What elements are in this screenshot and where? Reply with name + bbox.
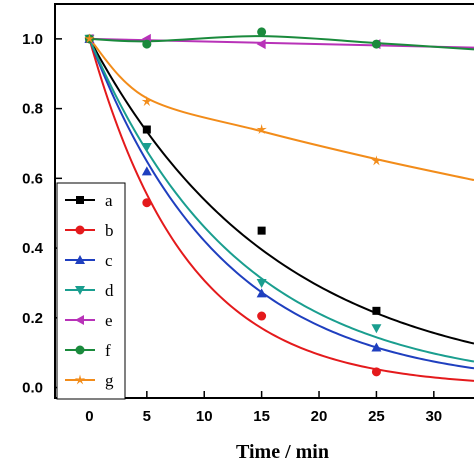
y-tick-label: 0.4	[22, 240, 44, 257]
data-point-a	[372, 306, 381, 315]
legend-marker-b	[75, 225, 85, 235]
x-axis-title: Time / min	[236, 441, 329, 463]
x-tick-label: 15	[253, 408, 270, 425]
fit-curve-g	[88, 38, 474, 182]
legend-marker-d	[75, 286, 85, 295]
x-tick-label: 20	[311, 408, 328, 425]
data-point-a	[257, 226, 266, 235]
y-tick-label: 1.0	[22, 31, 43, 48]
fit-curve-a	[88, 38, 474, 345]
data-point-b	[142, 198, 152, 208]
data-point-a	[142, 125, 151, 134]
legend-marker-f	[75, 345, 85, 355]
data-point-b	[257, 311, 267, 321]
y-tick-label: 0.8	[22, 101, 43, 118]
plot-frame	[54, 3, 474, 399]
x-tick-label: 25	[368, 408, 385, 425]
fit-curves	[88, 35, 474, 382]
data-point-f	[371, 39, 381, 49]
legend-label-d: d	[105, 281, 114, 300]
fit-curve-d	[88, 38, 474, 363]
data-point-c	[256, 288, 267, 298]
legend-marker-c	[75, 255, 85, 264]
fit-curve-c	[88, 38, 474, 370]
legend-marker-g	[74, 374, 86, 385]
legend-marker-a	[76, 196, 84, 204]
data-point-g	[141, 96, 153, 107]
data-point-c	[371, 342, 382, 352]
tick-labels: 0 5 10 15 20 25 30 0.0 0.2 0.4 0.6 0.8 1.0	[22, 31, 442, 425]
data-point-b	[371, 367, 381, 377]
legend-label-c: c	[105, 251, 113, 270]
data-point-d	[256, 278, 267, 288]
data-point-g	[256, 124, 267, 134]
legend-label-f: f	[105, 341, 111, 360]
fit-curve-b	[88, 38, 474, 382]
data-point-d	[141, 142, 152, 152]
x-tick-label: 30	[425, 408, 442, 425]
x-tick-label: 5	[143, 408, 151, 425]
legend-label-g: g	[105, 371, 114, 390]
legend-marker-e	[75, 315, 84, 325]
axes	[54, 3, 474, 399]
x-tick-label: 0	[85, 408, 93, 425]
data-point-d	[371, 324, 382, 334]
data-points	[84, 27, 382, 377]
legend-label-b: b	[105, 221, 114, 240]
y-tick-label: 0.0	[22, 380, 43, 397]
legend-label-a: a	[105, 191, 113, 210]
data-point-f	[257, 27, 267, 37]
y-tick-label: 0.2	[22, 310, 43, 327]
data-point-c	[141, 166, 152, 176]
x-tick-label: 10	[196, 408, 213, 425]
legend-label-e: e	[105, 311, 113, 330]
y-tick-label: 0.6	[22, 170, 43, 187]
data-point-f	[142, 39, 152, 49]
data-point-e	[256, 39, 266, 50]
data-point-g	[84, 33, 95, 44]
data-point-g	[371, 155, 382, 166]
